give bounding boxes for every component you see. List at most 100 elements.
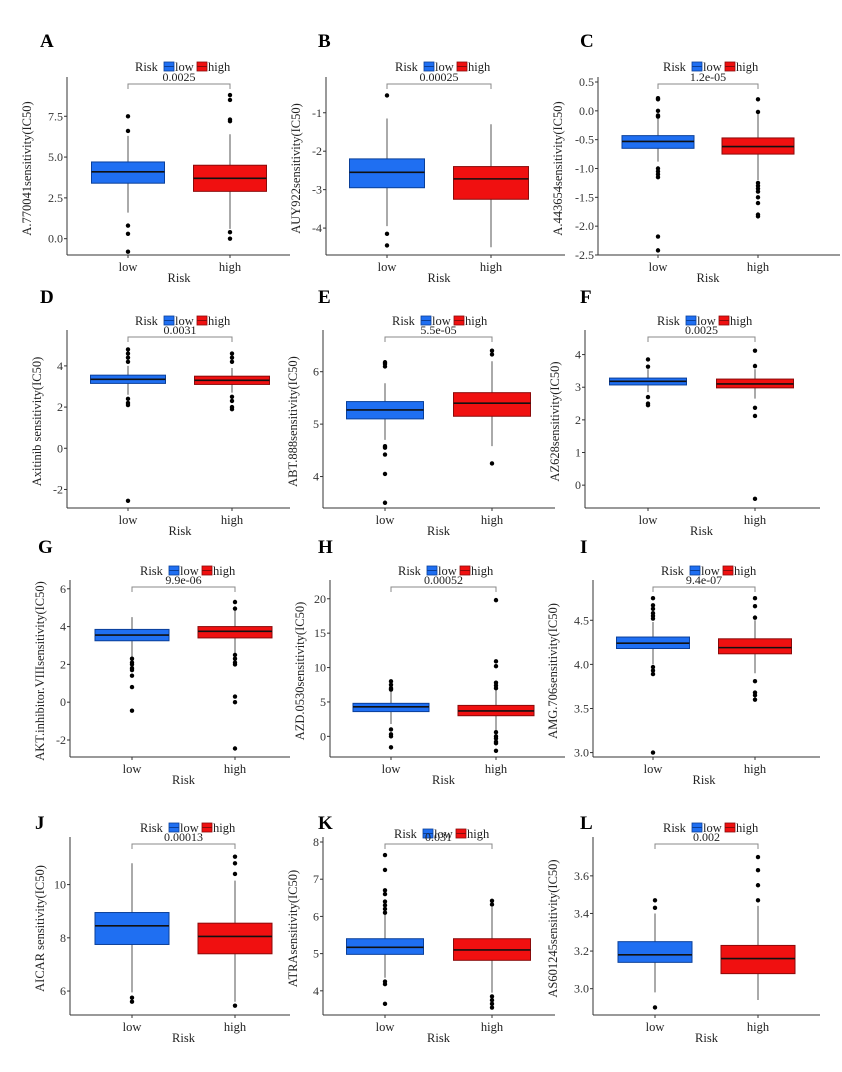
outlier-point [388, 727, 394, 732]
legend-label-high: high [208, 60, 231, 74]
box-low [94, 863, 170, 1004]
outlier-point [755, 883, 761, 888]
bracket-line [657, 83, 759, 89]
x-axis-title: Risk [172, 773, 196, 787]
outlier-point [645, 357, 651, 362]
legend-key-low: low [426, 564, 457, 578]
significance-bracket: 0.00052 [390, 573, 497, 592]
box-low [349, 93, 425, 248]
y-tick-label: 10 [54, 878, 66, 892]
y-tick-label: 4 [313, 470, 319, 484]
legend: Risk low high [392, 314, 488, 328]
box-high [457, 597, 535, 754]
x-tick-label-high: high [481, 513, 504, 527]
y-axis-title: AZD.0530sensitivity(IC50) [293, 602, 307, 741]
outlier-point [755, 195, 761, 200]
outlier-point [650, 664, 656, 670]
legend-key-low: low [168, 821, 199, 835]
legend-key-high: high [201, 821, 236, 835]
outlier-point [752, 363, 758, 369]
outlier-point [650, 603, 656, 608]
panel-letter: K [318, 813, 333, 834]
bracket-line [386, 83, 492, 89]
outlier-point [129, 667, 135, 673]
p-value-label: 0.00025 [420, 70, 459, 84]
legend-key-low: low [685, 314, 716, 328]
outlier-point [125, 231, 131, 236]
y-tick-label: 3.6 [574, 869, 589, 883]
panel-letter: J [35, 813, 45, 834]
y-tick-label: 3.2 [574, 944, 589, 958]
x-axis-title: Risk [693, 773, 717, 787]
bracket-line [127, 83, 231, 89]
outlier-point [755, 97, 761, 102]
significance-bracket: 9.4e-07 [652, 573, 756, 592]
box-high [453, 348, 531, 466]
outlier-point [384, 243, 390, 248]
outlier-point [645, 402, 651, 408]
p-value-label: 0.0031 [164, 323, 197, 337]
outlier-point [125, 351, 131, 356]
panel-letter: E [318, 287, 331, 308]
legend-key-high: high [724, 821, 759, 835]
y-tick-label: 0 [575, 478, 581, 492]
p-value-label: 9.9e-06 [165, 573, 201, 587]
legend: Risk low high [135, 314, 231, 328]
y-tick-label: 3.0 [574, 746, 589, 760]
legend-label-high: high [467, 827, 490, 841]
iqr-box [718, 638, 792, 655]
y-tick-label: 3.0 [574, 982, 589, 996]
legend-label-high: high [208, 314, 231, 328]
y-tick-label: 6 [313, 365, 319, 379]
outlier-point [125, 355, 131, 360]
x-axis-title: Risk [427, 524, 451, 538]
legend-title: Risk [140, 564, 164, 578]
outlier-point [232, 861, 238, 866]
legend-title: Risk [394, 827, 418, 841]
y-tick-label: 2 [60, 657, 66, 671]
outlier-point [382, 888, 388, 893]
outlier-point [489, 902, 495, 907]
outlier-point [388, 682, 394, 687]
outlier-point [752, 405, 758, 410]
box-high [197, 599, 273, 751]
outlier-point [229, 351, 235, 356]
y-axis-title: AZ628sensitivity(IC50) [548, 361, 562, 481]
box-low [94, 617, 170, 713]
y-tick-label: -0.5 [575, 133, 594, 147]
box-low [616, 596, 690, 755]
y-axis-title: AMG.706sensitivity(IC50) [546, 603, 560, 739]
y-tick-label: 0 [60, 695, 66, 709]
legend-label-high: high [213, 564, 236, 578]
y-tick-label: 5.0 [48, 150, 63, 164]
legend-label-high: high [468, 60, 491, 74]
y-tick-label: 8 [60, 931, 66, 945]
legend: Risk low high [394, 827, 490, 841]
y-tick-label: 5 [320, 695, 326, 709]
x-tick-label-high: high [219, 260, 242, 274]
y-tick-label: 5 [313, 417, 319, 431]
x-tick-label-low: low [376, 513, 395, 527]
box-low [609, 357, 687, 408]
box-high [194, 351, 270, 412]
x-axis-title: Risk [690, 524, 714, 538]
outlier-point [125, 114, 131, 119]
y-tick-label: 7 [313, 872, 319, 886]
outlier-point [232, 699, 238, 705]
box-high [721, 97, 795, 219]
legend-key-high: high [724, 60, 759, 74]
legend: Risk low high [140, 564, 236, 578]
y-tick-label: 0 [57, 441, 63, 455]
outlier-point [129, 684, 135, 690]
panel-l: L Risk low high3.03.23.43.6AS601245sensitiv… [546, 813, 820, 1045]
p-value-label: 0.031 [425, 830, 452, 844]
p-value-label: 0.0025 [685, 323, 718, 337]
outlier-point [382, 1001, 388, 1007]
legend-label-high: high [213, 821, 236, 835]
y-tick-label: -2.5 [575, 248, 594, 262]
legend-key-low: low [691, 60, 722, 74]
box-high [720, 854, 796, 1000]
outlier-point [227, 118, 233, 124]
